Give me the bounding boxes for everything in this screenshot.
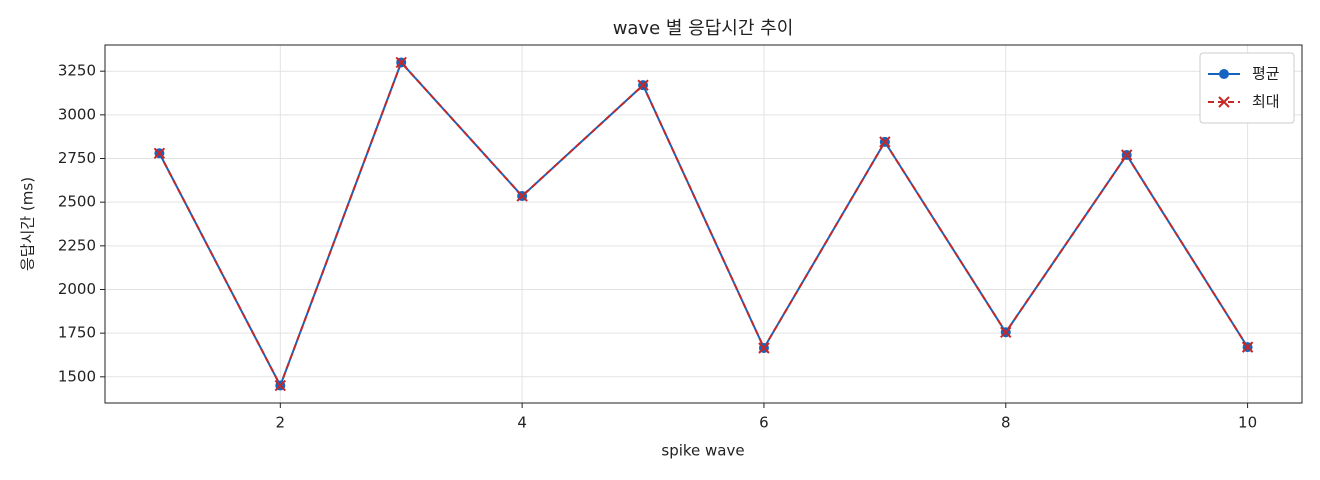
- y-tick-label: 2500: [58, 193, 96, 211]
- legend-marker: [1218, 96, 1230, 108]
- y-tick-label: 2250: [58, 236, 96, 254]
- y-tick-label: 1500: [58, 367, 96, 385]
- marker: [153, 147, 166, 159]
- marker: [758, 342, 770, 354]
- y-tick-label: 2750: [58, 149, 96, 167]
- y-axis-label: 응답시간 (ms): [19, 177, 37, 271]
- legend-box: [1199, 52, 1295, 124]
- plot-frame: [104, 44, 1303, 404]
- marker: [395, 56, 407, 69]
- y-tick-label: 2000: [58, 280, 96, 298]
- x-tick-label: 2: [276, 414, 286, 432]
- x-tick-label: 8: [1001, 414, 1011, 432]
- x-tick-label: 4: [517, 414, 527, 432]
- legend-label: 평균: [1252, 65, 1280, 83]
- x-axis-label: spike wave: [661, 442, 744, 460]
- marker: [637, 79, 649, 91]
- x-tick-label: 6: [759, 414, 769, 432]
- legend-marker: [1219, 69, 1229, 79]
- series-line: [158, 60, 1249, 388]
- marker: [1000, 326, 1012, 338]
- marker: [516, 190, 528, 202]
- marker: [1241, 341, 1254, 353]
- marker: [1120, 149, 1133, 161]
- x-tick-label: 10: [1238, 414, 1257, 432]
- y-tick-label: 1750: [58, 324, 96, 342]
- y-tick-label: 3250: [58, 62, 96, 80]
- legend-label: 최대: [1252, 93, 1280, 111]
- marker: [879, 136, 891, 148]
- chart-title: wave 별 응답시간 추이: [613, 18, 794, 39]
- y-tick-label: 3000: [58, 105, 96, 123]
- marker: [274, 379, 287, 392]
